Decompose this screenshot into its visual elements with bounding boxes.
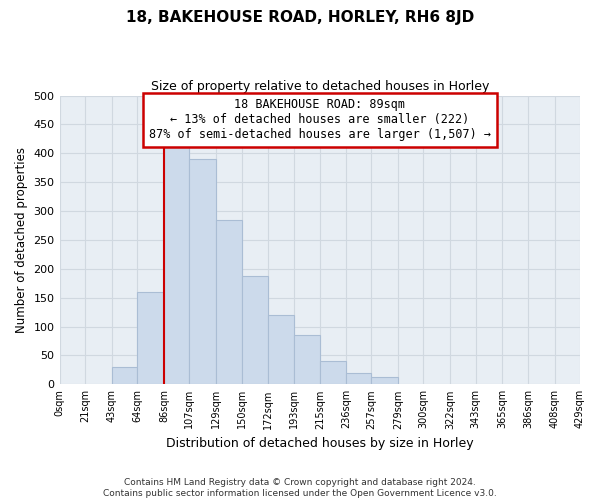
Text: Contains HM Land Registry data © Crown copyright and database right 2024.
Contai: Contains HM Land Registry data © Crown c…	[103, 478, 497, 498]
Bar	[164, 144, 190, 384]
Bar	[137, 292, 164, 384]
Text: 18, BAKEHOUSE ROAD, HORLEY, RH6 8JD: 18, BAKEHOUSE ROAD, HORLEY, RH6 8JD	[126, 10, 474, 25]
Bar	[216, 220, 242, 384]
Bar	[242, 276, 268, 384]
Bar	[293, 334, 320, 384]
Bar	[320, 361, 346, 384]
Text: 18 BAKEHOUSE ROAD: 89sqm
← 13% of detached houses are smaller (222)
87% of semi-: 18 BAKEHOUSE ROAD: 89sqm ← 13% of detach…	[149, 98, 491, 142]
Y-axis label: Number of detached properties: Number of detached properties	[15, 147, 28, 333]
Bar	[112, 367, 137, 384]
Bar	[346, 373, 371, 384]
X-axis label: Distribution of detached houses by size in Horley: Distribution of detached houses by size …	[166, 437, 473, 450]
Title: Size of property relative to detached houses in Horley: Size of property relative to detached ho…	[151, 80, 489, 93]
Bar	[268, 315, 293, 384]
Bar	[371, 378, 398, 384]
Bar	[190, 159, 216, 384]
